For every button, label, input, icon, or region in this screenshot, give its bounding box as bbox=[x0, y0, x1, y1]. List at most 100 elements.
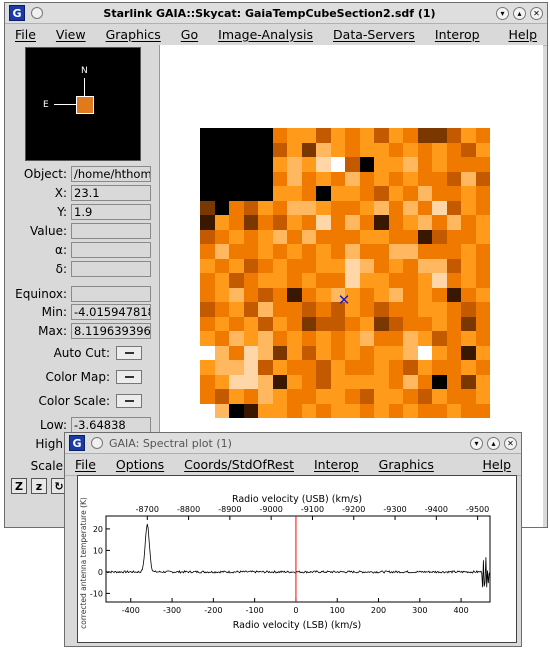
minimize-icon[interactable]: ▾ bbox=[496, 6, 509, 20]
min-field[interactable]: -4.015947818 bbox=[71, 304, 151, 320]
image-pixel bbox=[345, 244, 360, 259]
spectral-menu-interop[interactable]: Interop bbox=[314, 456, 359, 472]
object-field[interactable]: /home/hthomas bbox=[71, 166, 151, 182]
image-pixel bbox=[475, 389, 490, 404]
image-pixel bbox=[461, 244, 476, 259]
max-field[interactable]: 8.1196393966 bbox=[71, 323, 151, 339]
auto-cut-menubutton[interactable] bbox=[116, 346, 142, 360]
image-pixel bbox=[359, 215, 374, 230]
window-menu-icon[interactable] bbox=[31, 7, 43, 19]
image-pixel bbox=[388, 142, 403, 157]
spectral-titlebar[interactable]: G GAIA: Spectral plot (1) ▾ ▴ ✕ bbox=[65, 433, 521, 454]
skycat-menubar: File View Graphics Go Image-Analysis Dat… bbox=[5, 23, 547, 46]
spectral-menu-graphics[interactable]: Graphics bbox=[378, 456, 434, 472]
spectral-menu-options[interactable]: Options bbox=[115, 456, 165, 472]
spectral-maximize-icon[interactable]: ▴ bbox=[487, 436, 500, 450]
spectral-minimize-icon[interactable]: ▾ bbox=[470, 436, 483, 450]
image-pixel bbox=[403, 403, 418, 418]
spectral-menu-file[interactable]: File bbox=[75, 456, 96, 472]
image-pixel bbox=[214, 374, 229, 389]
image-pixel bbox=[461, 157, 476, 172]
image-pixel bbox=[388, 374, 403, 389]
menu-data-servers[interactable]: Data-Servers bbox=[333, 26, 415, 42]
image-pixel bbox=[330, 302, 345, 317]
image-pixel bbox=[214, 360, 229, 375]
image-pixel bbox=[258, 374, 273, 389]
image-pixel bbox=[287, 215, 302, 230]
delta-field[interactable] bbox=[71, 261, 151, 277]
menu-view[interactable]: View bbox=[55, 26, 86, 42]
image-pixel bbox=[214, 258, 229, 273]
y-field[interactable]: 1.9 bbox=[71, 204, 151, 220]
image-pixel bbox=[214, 200, 229, 215]
value-label: Value: bbox=[30, 224, 67, 238]
image-pixel bbox=[432, 302, 447, 317]
image-pixel bbox=[359, 389, 374, 404]
image-pixel bbox=[214, 345, 229, 360]
spectrum-plot-area[interactable]: Radio velocity (USB) (km/s) Radio veloci… bbox=[77, 475, 517, 643]
color-scale-menubutton[interactable] bbox=[116, 394, 142, 408]
menu-file[interactable]: File bbox=[15, 26, 36, 42]
image-pixel bbox=[446, 273, 461, 288]
spectral-menu-coords[interactable]: Coords/StdOfRest bbox=[184, 456, 294, 472]
image-pixel bbox=[243, 171, 258, 186]
color-map-label: Color Map: bbox=[45, 370, 110, 384]
top-axis-label: Radio velocity (USB) (km/s) bbox=[232, 494, 362, 505]
menu-help[interactable]: Help bbox=[508, 26, 538, 42]
image-pixel bbox=[432, 360, 447, 375]
x-field[interactable]: 23.1 bbox=[71, 185, 151, 201]
image-pixel bbox=[461, 287, 476, 302]
zoom-in-button[interactable]: Z bbox=[11, 478, 27, 494]
low-field[interactable]: -3.64838 bbox=[71, 417, 151, 433]
image-pixel bbox=[359, 142, 374, 157]
color-map-menubutton[interactable] bbox=[116, 370, 142, 384]
image-pixel bbox=[359, 345, 374, 360]
panner-thumbnail[interactable] bbox=[76, 96, 94, 114]
image-pixel bbox=[461, 186, 476, 201]
image-pixel bbox=[359, 331, 374, 346]
image-pixel bbox=[417, 142, 432, 157]
panner[interactable]: N E bbox=[25, 47, 141, 161]
maximize-icon[interactable]: ▴ bbox=[513, 6, 526, 20]
spectral-menu-help[interactable]: Help bbox=[482, 456, 512, 472]
image-pixel bbox=[403, 360, 418, 375]
zoom-out-button[interactable]: z bbox=[31, 478, 47, 494]
image-pixel bbox=[258, 302, 273, 317]
image-pixel bbox=[258, 142, 273, 157]
image-pixel bbox=[330, 171, 345, 186]
menu-image-analysis[interactable]: Image-Analysis bbox=[218, 26, 314, 42]
image-pixel bbox=[446, 142, 461, 157]
image-pixel bbox=[258, 215, 273, 230]
image-pixel bbox=[446, 316, 461, 331]
menu-graphics[interactable]: Graphics bbox=[105, 26, 161, 42]
image-pixel bbox=[374, 128, 389, 143]
close-icon[interactable]: ✕ bbox=[530, 6, 543, 20]
image-pixel bbox=[287, 302, 302, 317]
menu-go[interactable]: Go bbox=[180, 26, 199, 42]
menu-interop[interactable]: Interop bbox=[434, 26, 480, 42]
image-pixel bbox=[200, 374, 215, 389]
gaia-app-icon[interactable]: G bbox=[9, 5, 25, 21]
image-pixel bbox=[258, 345, 273, 360]
image-pixel bbox=[417, 273, 432, 288]
skycat-titlebar[interactable]: G Starlink GAIA::Skycat: GaiaTempCubeSec… bbox=[5, 3, 547, 24]
image-pixel bbox=[330, 331, 345, 346]
image-pixel bbox=[388, 200, 403, 215]
spectral-close-icon[interactable]: ✕ bbox=[504, 436, 517, 450]
equinox-field[interactable] bbox=[71, 286, 151, 302]
image-pixel bbox=[316, 316, 331, 331]
image-pixel bbox=[200, 258, 215, 273]
equinox-label: Equinox: bbox=[15, 287, 67, 301]
image-pixel bbox=[359, 302, 374, 317]
alpha-field[interactable] bbox=[71, 242, 151, 258]
image-display[interactable] bbox=[200, 128, 490, 418]
image-pixel bbox=[330, 157, 345, 172]
image-pixel bbox=[200, 316, 215, 331]
spectral-app-icon[interactable]: G bbox=[69, 435, 85, 451]
image-pixel bbox=[374, 360, 389, 375]
image-pixel bbox=[214, 316, 229, 331]
image-pixel bbox=[432, 287, 447, 302]
value-field[interactable] bbox=[71, 223, 151, 239]
image-pixel bbox=[388, 171, 403, 186]
spectral-window-menu-icon[interactable] bbox=[91, 437, 103, 449]
